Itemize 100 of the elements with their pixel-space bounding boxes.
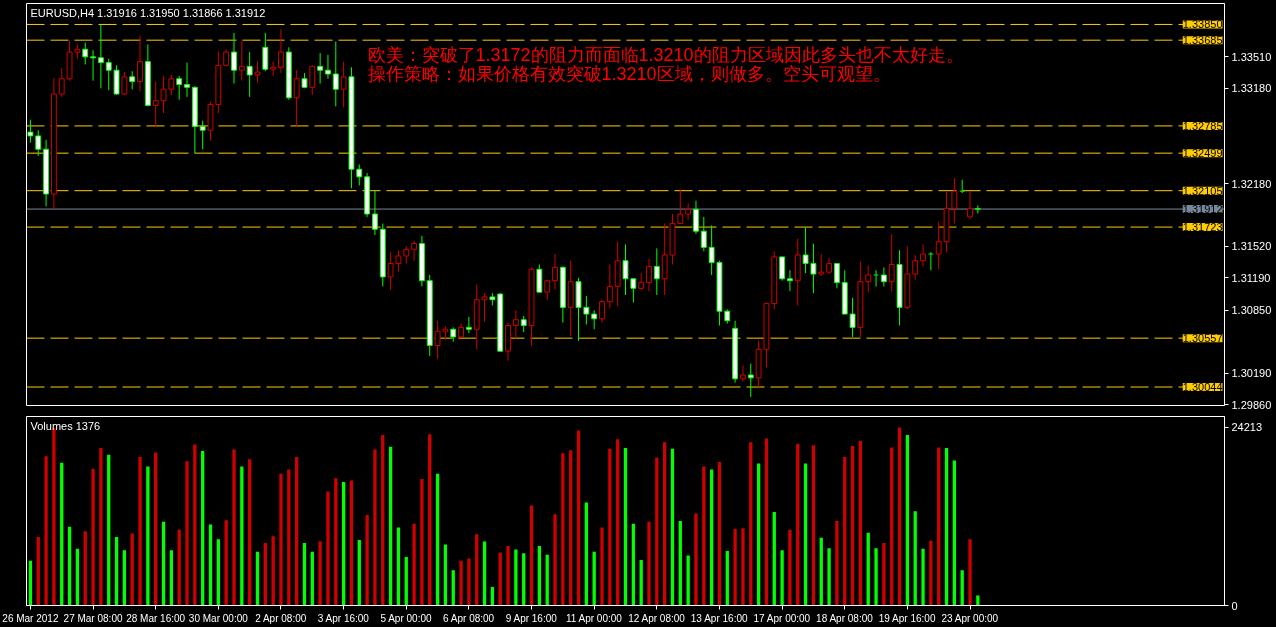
- x-tick-label: 9 Apr 16:00: [505, 612, 558, 624]
- bar: [482, 541, 487, 606]
- x-tick-label: 23 Apr 00:00: [941, 612, 999, 624]
- bar: [373, 449, 377, 606]
- bar: [75, 548, 80, 606]
- ref-line-label: 1.31912: [1182, 203, 1223, 216]
- bar: [749, 442, 753, 606]
- candlestick: [325, 54, 331, 80]
- ref-line-label: 1.32499: [1182, 147, 1223, 160]
- bar: [897, 427, 902, 606]
- y-tick-label: 1.33180: [1231, 82, 1272, 95]
- bar: [475, 534, 479, 606]
- bar: [882, 542, 886, 606]
- chart-title: EURUSD,H4 1.31916 1.31950 1.31866 1.31912: [30, 6, 266, 19]
- candlestick: [959, 179, 966, 194]
- candlestick: [967, 190, 973, 220]
- candlestick: [231, 32, 237, 85]
- bar: [248, 459, 252, 606]
- x-tick-label: 6 Apr 08:00: [443, 612, 495, 624]
- bar: [498, 552, 502, 606]
- bar: [388, 446, 393, 606]
- candlestick: [254, 61, 261, 84]
- bar: [201, 451, 205, 606]
- bar: [780, 550, 784, 606]
- bar: [553, 514, 557, 606]
- x-tick-label: 2 Apr 08:00: [255, 612, 307, 624]
- candlestick: [536, 264, 543, 293]
- bar: [858, 440, 863, 606]
- bar: [819, 537, 823, 606]
- bar: [240, 466, 244, 606]
- bar: [764, 438, 769, 606]
- candlestick: [833, 263, 840, 289]
- x-tick-label: 19 Apr 16:00: [878, 612, 936, 624]
- bar: [968, 539, 972, 606]
- bar: [435, 473, 440, 606]
- candlestick: [278, 28, 284, 74]
- candlestick: [270, 61, 277, 77]
- bar: [944, 448, 949, 606]
- candlestick: [591, 309, 598, 330]
- bar: [678, 520, 682, 606]
- bar: [52, 428, 56, 606]
- candlestick: [661, 223, 668, 296]
- bar: [216, 539, 220, 606]
- bar: [717, 462, 722, 606]
- candlestick: [372, 189, 378, 236]
- ref-line-label: 1.30044: [1182, 381, 1223, 394]
- y-tick-label: 1.30850: [1231, 304, 1272, 317]
- candlestick: [880, 266, 887, 287]
- candlestick: [262, 32, 269, 72]
- bar: [302, 542, 307, 606]
- bar: [169, 550, 173, 606]
- bar: [318, 541, 322, 606]
- bar: [937, 447, 941, 606]
- candlestick: [622, 244, 629, 296]
- x-tick-label: 18 Apr 08:00: [816, 612, 874, 624]
- bar: [67, 526, 72, 606]
- bar: [796, 443, 800, 606]
- candlestick: [332, 41, 339, 107]
- bar: [451, 570, 455, 606]
- bar: [130, 533, 134, 606]
- candlestick: [630, 278, 637, 304]
- bar: [208, 524, 213, 606]
- bar: [569, 450, 573, 606]
- candlestick: [583, 295, 590, 326]
- bar: [334, 478, 338, 606]
- candlestick: [865, 264, 872, 293]
- candlestick: [35, 129, 42, 157]
- bar: [107, 454, 111, 606]
- bar: [60, 462, 64, 606]
- bar: [616, 439, 620, 606]
- bar: [952, 460, 957, 606]
- bar: [263, 542, 267, 606]
- candlestick: [105, 58, 112, 91]
- bar: [584, 502, 588, 606]
- bar: [592, 551, 596, 606]
- bar: [529, 505, 534, 606]
- bar: [803, 463, 808, 606]
- candlestick: [90, 49, 96, 82]
- bar: [506, 545, 510, 606]
- bar: [365, 515, 369, 606]
- bar: [694, 513, 698, 606]
- bar: [647, 521, 651, 606]
- bar: [412, 523, 416, 606]
- bar: [83, 531, 87, 606]
- candlestick: [137, 35, 143, 92]
- bar: [420, 479, 424, 606]
- bar: [514, 549, 518, 606]
- bar: [224, 520, 228, 606]
- bar: [146, 466, 150, 606]
- bar: [921, 548, 925, 606]
- bar: [733, 529, 737, 606]
- candlestick: [552, 253, 558, 290]
- x-tick-label: 12 Apr 08:00: [628, 612, 686, 624]
- bar: [929, 540, 933, 606]
- bar: [522, 553, 526, 606]
- candlestick: [129, 70, 136, 90]
- candlestick: [293, 69, 300, 127]
- bar: [161, 521, 166, 606]
- y-tick-label: 1.31520: [1231, 240, 1272, 253]
- bar: [631, 523, 635, 606]
